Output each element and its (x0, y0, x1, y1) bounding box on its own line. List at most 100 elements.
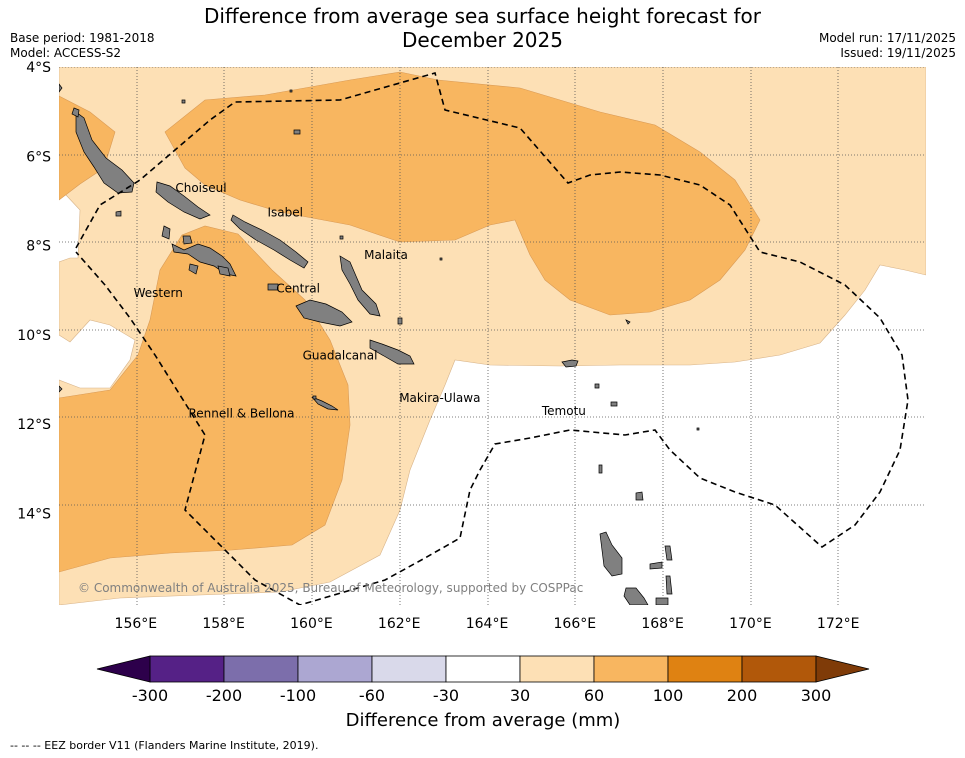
land-masses (59, 83, 700, 605)
province-label: Guadalcanal (303, 348, 378, 362)
island-guadalcanal (295, 299, 353, 327)
colorbar-cell (741, 655, 817, 683)
province-label: Western (134, 286, 183, 300)
island-vanikoro (610, 401, 618, 407)
graticule (59, 67, 926, 605)
lat-tick-label: 8°S (26, 239, 51, 255)
meta-right: Model run: 17/11/2025 Issued: 19/11/2025 (819, 31, 956, 61)
island-gower (181, 99, 186, 104)
colorbar-cell (593, 655, 669, 683)
colorbar-tick-label: -100 (280, 686, 316, 705)
province-label: Malaita (364, 248, 408, 262)
colorbar-label: Difference from average (mm) (346, 710, 621, 731)
island-choiseul (155, 181, 211, 220)
colorbar-tick-label: -300 (132, 686, 168, 705)
colorbar-extend-low (96, 655, 151, 683)
lon-tick-label: 160°E (290, 616, 333, 632)
island-maewo (664, 545, 673, 561)
island-tikopia (696, 427, 700, 431)
island-bellona (312, 395, 317, 400)
province-label: Temotu (541, 404, 586, 418)
island-malaita (339, 255, 381, 317)
eez-border (75, 72, 909, 605)
colorbar-tick-label: -200 (206, 686, 242, 705)
lat-tick-label: 10°S (17, 328, 51, 344)
base-period: Base period: 1981-2018 (10, 31, 155, 45)
lon-tick-label: 172°E (817, 616, 860, 632)
island-shortland (115, 210, 122, 217)
island-buka (71, 107, 80, 118)
colorbar-tick-label: 60 (584, 686, 604, 705)
colorbar-tick-label: -60 (359, 686, 385, 705)
colorbar-cells (149, 655, 817, 683)
lon-tick-label: 170°E (729, 616, 772, 632)
latitude-axis: 4°S 6°S 8°S 10°S 12°S 14°S (17, 60, 51, 522)
island-reef (339, 235, 344, 240)
lat-tick-label: 14°S (17, 506, 51, 522)
copyright-text: © Commonwealth of Australia 2025, Bureau… (78, 581, 583, 595)
island-makira (369, 339, 415, 365)
colorbar-tick-label: 30 (510, 686, 530, 705)
province-labels: Choiseul Isabel Malaita Western Central Guada… (134, 181, 586, 420)
island-torres (598, 464, 603, 474)
island-rennell (311, 396, 339, 411)
island-west-edge (59, 83, 63, 93)
province-label: Choiseul (175, 181, 226, 195)
colorbar-cell (297, 655, 373, 683)
colorbar-tick-label: 300 (801, 686, 832, 705)
island-ambae (649, 561, 663, 570)
island-bougainville (75, 111, 135, 194)
island-vella-lavella (161, 225, 171, 240)
island-vanua-lava (635, 491, 644, 501)
lat-tick-label: 6°S (26, 149, 51, 165)
lat-tick-label: 4°S (26, 60, 51, 76)
island-sikaiana (439, 257, 443, 261)
lon-tick-label: 164°E (466, 616, 509, 632)
anomaly-60-100-region-south (59, 225, 351, 573)
island-malakula (623, 587, 649, 605)
title-line-1: Difference from average sea surface heig… (203, 4, 762, 28)
model-name: Model: ACCESS-S2 (10, 46, 122, 60)
chart-title: Difference from average sea surface heig… (0, 4, 965, 52)
island-florida (267, 283, 279, 291)
island-ontong-java (293, 129, 301, 135)
longitude-axis: 156°E 158°E 160°E 162°E 164°E 166°E 168°E 170°E… (115, 616, 860, 632)
island-vangunu (217, 265, 231, 277)
colorbar-cell (149, 655, 225, 683)
island-utupua (594, 383, 600, 389)
province-label: Makira-Ulawa (399, 391, 480, 405)
island-espiritu-santo (599, 531, 623, 577)
eez-footnote: -- -- -- EEZ border V11 (Flanders Marine… (10, 739, 319, 752)
lat-tick-label: 12°S (17, 417, 51, 433)
meta-left: Base period: 1981-2018 Model: ACCESS-S2 (10, 31, 155, 61)
colorbar-cell (519, 655, 595, 683)
colorbar-tick-label: 100 (653, 686, 684, 705)
lon-tick-label: 166°E (554, 616, 597, 632)
island-nukumanu (289, 89, 293, 93)
map-area: Choiseul Isabel Malaita Western Central Guada… (59, 67, 926, 605)
lon-tick-label: 162°E (378, 616, 421, 632)
issued-date: Issued: 19/11/2025 (840, 46, 956, 60)
colorbar-cell (371, 655, 447, 683)
colorbar-tick-label: -30 (433, 686, 459, 705)
island-isabel (230, 214, 309, 269)
island-ambrym (655, 597, 669, 605)
province-label: Rennell & Bellona (189, 406, 295, 420)
island-pentecost (665, 575, 673, 595)
lon-tick-label: 156°E (115, 616, 158, 632)
lon-tick-label: 158°E (202, 616, 245, 632)
island-west-edge-south (59, 385, 63, 393)
colorbar-cell (667, 655, 743, 683)
island-kolombangara (182, 235, 193, 245)
model-run: Model run: 17/11/2025 (818, 31, 956, 45)
lon-tick-label: 168°E (641, 616, 684, 632)
anomaly-60-100-region-north (164, 71, 761, 316)
province-label: Central (276, 281, 320, 295)
province-label: Isabel (268, 206, 303, 220)
island-duff (625, 319, 631, 325)
colorbar-extend-high (815, 655, 870, 683)
colorbar-cell (223, 655, 299, 683)
colorbar-tick-labels: -300 -200 -100 -60 -30 30 60 100 200 300 (132, 686, 831, 705)
island-santa-cruz (561, 359, 579, 368)
